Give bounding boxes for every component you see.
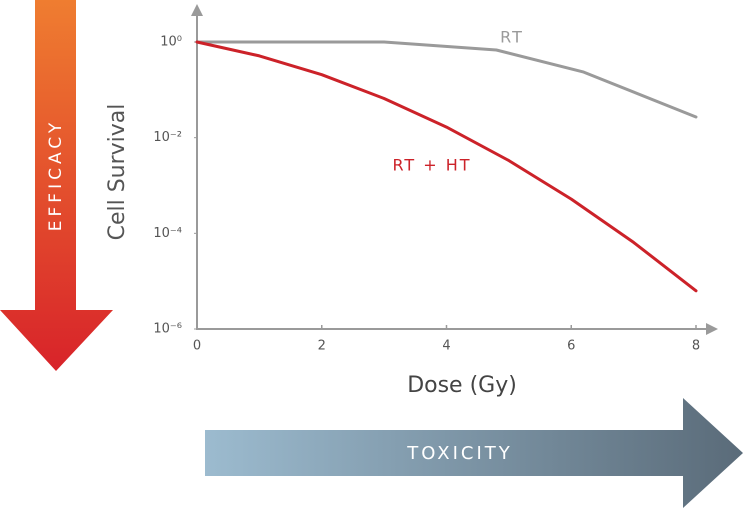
x-axis-title: Dose (Gy) bbox=[407, 373, 517, 398]
y-tick-label: 10⁻² bbox=[153, 130, 182, 145]
toxicity-arrow bbox=[205, 398, 743, 508]
efficacy-arrow bbox=[0, 0, 113, 371]
y-tick-label: 10⁻⁶ bbox=[153, 322, 182, 337]
toxicity-label: TOXICITY bbox=[406, 443, 513, 464]
series-label: RT + HT bbox=[392, 156, 471, 175]
y-tick-label: 10⁰ bbox=[160, 35, 182, 50]
x-axis-arrow bbox=[706, 323, 718, 335]
x-tick-label: 8 bbox=[692, 339, 700, 354]
x-tick-label: 0 bbox=[193, 339, 201, 354]
y-axis-arrow bbox=[191, 4, 203, 16]
series-line bbox=[195, 40, 698, 119]
x-tick-label: 4 bbox=[442, 339, 450, 354]
series-label: RT bbox=[500, 28, 524, 47]
x-tick-label: 6 bbox=[567, 339, 575, 354]
series-line bbox=[195, 40, 698, 293]
x-tick-label: 2 bbox=[318, 339, 326, 354]
y-axis-title: Cell Survival bbox=[105, 104, 130, 241]
y-tick-label: 10⁻⁴ bbox=[153, 226, 182, 241]
efficacy-label: EFFICACY bbox=[46, 119, 66, 231]
